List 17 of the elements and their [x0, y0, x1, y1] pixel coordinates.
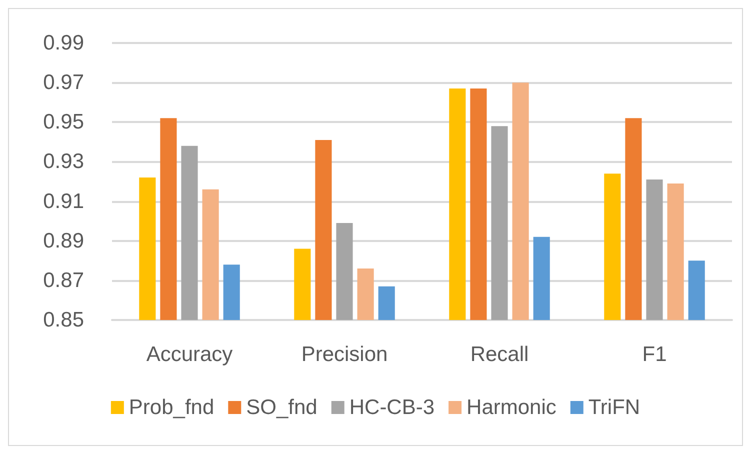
y-tick-label: 0.87 [43, 268, 84, 292]
y-tick-label: 0.99 [43, 32, 84, 54]
x-tick-label: Accuracy [146, 343, 234, 366]
y-tick-label: 0.93 [43, 150, 84, 174]
y-tick-label: 0.91 [43, 190, 84, 213]
y-tick-label: 0.95 [43, 110, 84, 134]
y-tick-label: 0.85 [43, 308, 84, 332]
x-tick-label: Precision [301, 343, 388, 366]
x-tick-label: F1 [642, 343, 667, 366]
legend-label: Harmonic [466, 396, 556, 419]
y-tick-label: 0.89 [43, 229, 84, 252]
x-tick-label: Recall [470, 343, 529, 366]
legend-label: SO_fnd [246, 396, 318, 419]
legend-label: HC-CB-3 [349, 396, 435, 419]
legend-label: TriFN [588, 396, 640, 419]
y-tick-label: 0.97 [43, 71, 84, 94]
legend-label: Prob_fnd [128, 396, 214, 419]
